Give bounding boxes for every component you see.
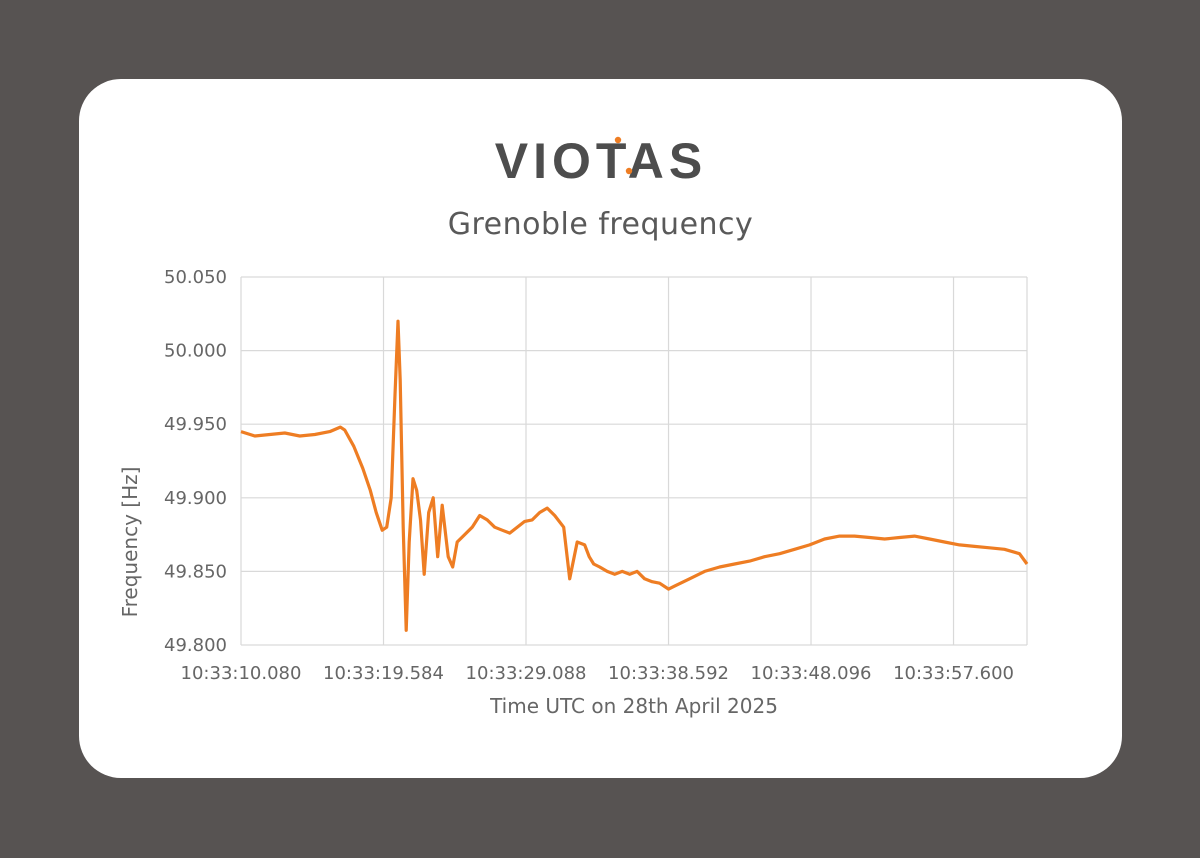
chart-grid <box>240 276 1028 646</box>
y-tick-label: 49.900 <box>164 488 227 509</box>
y-tick-label: 49.850 <box>164 561 227 582</box>
y-tick-label: 50.000 <box>164 341 227 362</box>
frequency-chart: 49.800 49.850 49.900 49.950 50.000 50.050 10:… <box>118 267 1029 718</box>
x-tick-label: 10:33:29.088 <box>466 663 587 684</box>
y-axis-ticks: 49.800 49.850 49.900 49.950 50.000 50.050 <box>164 267 227 656</box>
x-tick-label: 10:33:57.600 <box>893 663 1014 684</box>
chart-title: Grenoble frequency <box>447 207 754 242</box>
x-tick-label: 10:33:48.096 <box>751 663 872 684</box>
x-axis-title: Time UTC on 28th April 2025 <box>489 694 778 718</box>
y-tick-label: 50.050 <box>164 267 227 288</box>
y-axis-title: Frequency [Hz] <box>118 467 142 618</box>
logo-accent-dot-bottom <box>625 167 632 175</box>
x-tick-label: 10:33:19.584 <box>323 663 444 684</box>
y-tick-label: 49.950 <box>164 414 227 435</box>
y-tick-label: 49.800 <box>164 635 227 656</box>
viotas-logo-icon: VIOTAS <box>494 134 706 184</box>
x-axis-ticks: 10:33:10.080 10:33:19.584 10:33:29.088 10:3… <box>181 663 1014 684</box>
x-tick-label: 10:33:38.592 <box>608 663 729 684</box>
series-line-grenoble <box>240 319 1029 632</box>
logo-accent-dot-top <box>614 136 621 144</box>
chart-card: VIOTAS Grenoble frequency 49.800 49.850 49… <box>79 79 1122 778</box>
x-tick-label: 10:33:10.080 <box>181 663 302 684</box>
brand-logo: VIOTAS <box>79 134 1122 188</box>
logo-wordmark: VIOTAS <box>494 134 706 184</box>
